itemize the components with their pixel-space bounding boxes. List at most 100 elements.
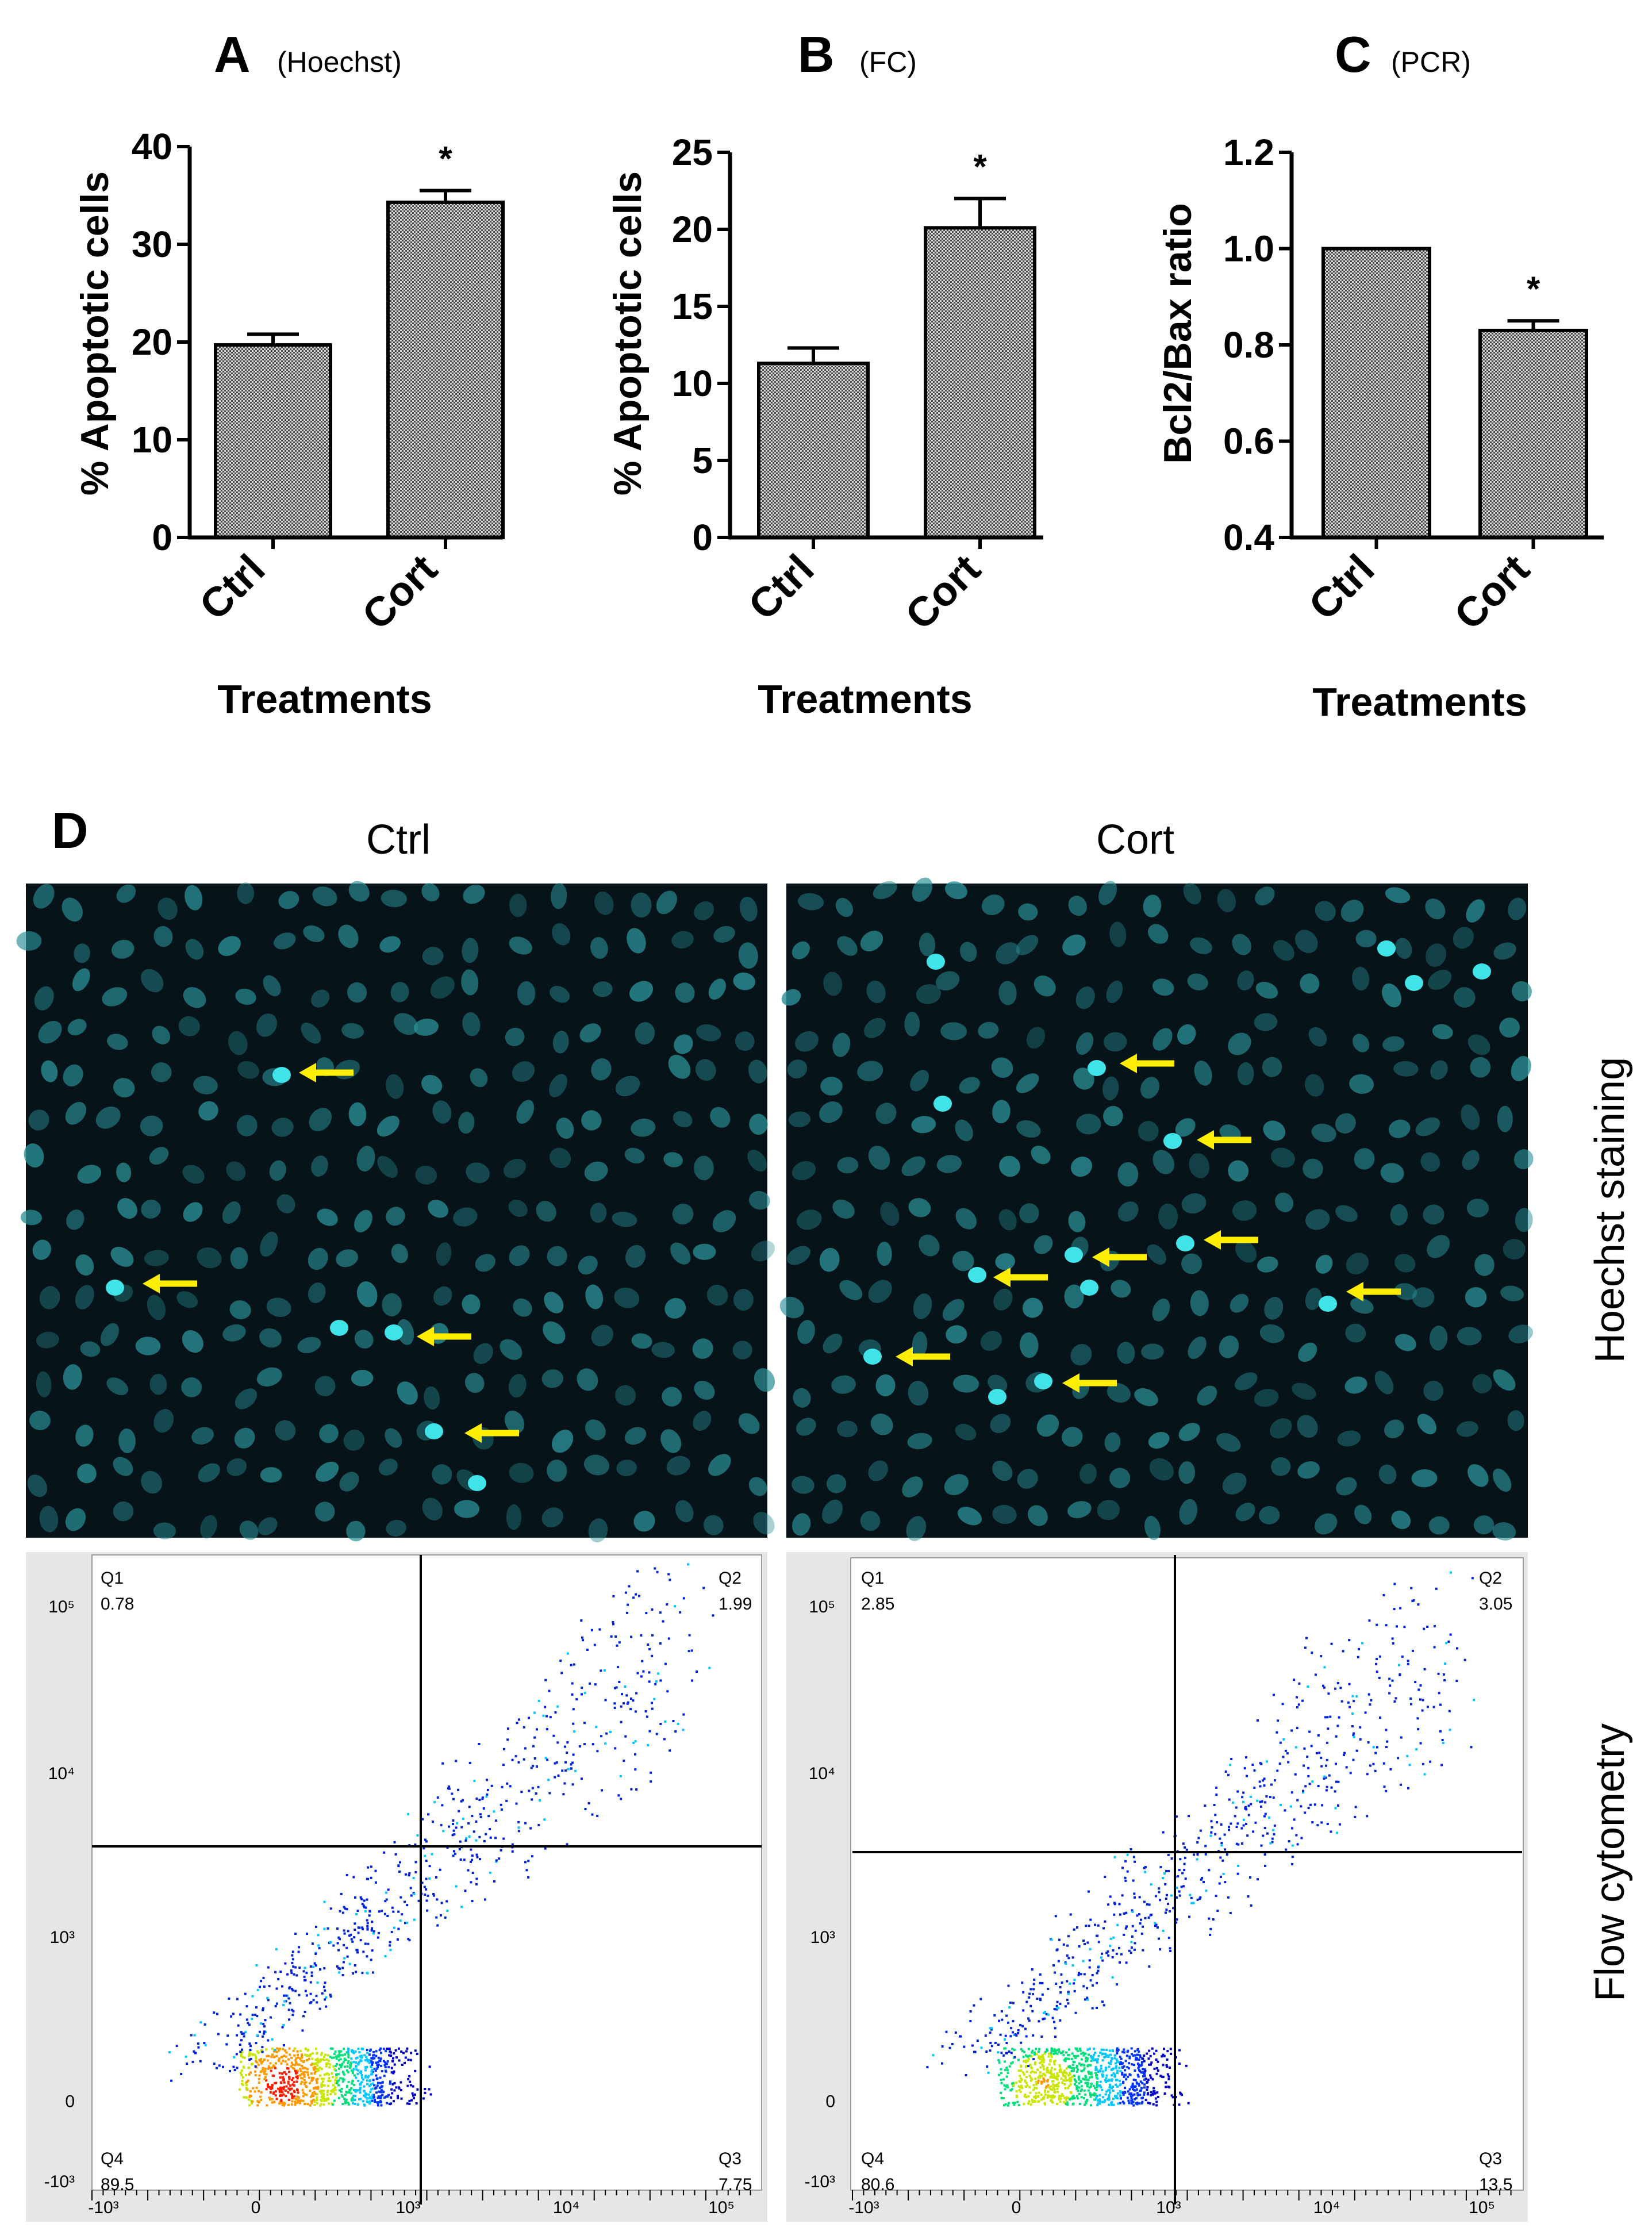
event-dot: [524, 1861, 527, 1864]
event-dot: [1300, 1805, 1303, 1808]
event-dot: [390, 1931, 393, 1933]
event-dot: [604, 1742, 607, 1745]
nucleus: [995, 1253, 1015, 1270]
event-dot: [959, 2035, 962, 2038]
event-dot: [455, 1885, 458, 1888]
event-dot: [376, 2064, 379, 2067]
event-dot: [1326, 1741, 1328, 1744]
event-dot: [350, 2098, 353, 2101]
event-dot: [458, 1810, 460, 1812]
event-dot: [1030, 2051, 1033, 2054]
nucleus: [795, 1031, 819, 1052]
event-dot: [302, 2071, 305, 2074]
event-dot: [1108, 2103, 1111, 2106]
event-dot: [340, 2090, 343, 2093]
event-dot: [1011, 2061, 1014, 2064]
event-dot: [258, 2030, 261, 2033]
event-dot: [506, 1782, 509, 1785]
nucleus: [797, 893, 824, 911]
event-dot: [1039, 1999, 1042, 2002]
event-dot: [486, 1779, 489, 1781]
event-dot: [481, 1798, 484, 1800]
event-dot: [314, 1953, 317, 1955]
event-dot: [294, 2064, 297, 2067]
event-dot: [1068, 2084, 1071, 2087]
event-dot: [1058, 2097, 1061, 2100]
nucleus: [1353, 1034, 1370, 1053]
apoptotic-nucleus: [468, 1475, 486, 1491]
event-dot: [368, 2080, 371, 2083]
event-dot: [1022, 2071, 1025, 2074]
event-dot: [1116, 2049, 1119, 2052]
event-dot: [1322, 1684, 1324, 1687]
event-dot: [1098, 2102, 1101, 2105]
event-dot: [1289, 1805, 1292, 1808]
event-dot: [1134, 1942, 1136, 1945]
event-dot: [545, 1728, 548, 1731]
nucleus: [1255, 981, 1278, 999]
event-dot: [229, 2069, 231, 2072]
event-dot: [1071, 2052, 1074, 2055]
event-dot: [333, 2087, 336, 2090]
event-dot: [1050, 2067, 1053, 2069]
event-dot: [297, 2099, 299, 2102]
event-dot: [342, 1961, 345, 1964]
event-dot: [390, 2096, 393, 2099]
event-dot: [1111, 2078, 1113, 2081]
event-dot: [1357, 1656, 1359, 1658]
event-dot: [458, 1848, 461, 1850]
nucleus: [185, 939, 204, 960]
event-dot: [367, 1942, 370, 1945]
ctrl-flow-plot-area: [91, 1554, 762, 2191]
event-dot: [475, 1877, 478, 1880]
event-dot: [320, 2103, 322, 2106]
event-dot: [601, 1789, 603, 1792]
event-dot: [1334, 1687, 1336, 1690]
event-dot: [1083, 1973, 1086, 1976]
event-dot: [1053, 2088, 1056, 2091]
event-dot: [468, 1761, 471, 1764]
nucleus: [74, 943, 90, 963]
event-dot: [566, 1741, 569, 1744]
nucleus: [116, 1162, 132, 1182]
event-dot: [353, 1936, 356, 1939]
event-dot: [1120, 2097, 1122, 2100]
event-dot: [524, 1747, 527, 1750]
event-dot: [1013, 2056, 1016, 2059]
event-dot: [339, 2064, 341, 2067]
nucleus: [1103, 1105, 1123, 1127]
event-dot: [332, 1944, 335, 1947]
event-dot: [1105, 2049, 1108, 2052]
event-dot: [1134, 2050, 1136, 2053]
nucleus: [276, 1194, 295, 1213]
event-dot: [640, 1634, 643, 1637]
event-dot: [337, 1967, 340, 1969]
y-tick-label: 10: [132, 419, 172, 460]
event-dot: [1385, 1789, 1388, 1792]
event-dot: [1296, 1696, 1298, 1699]
event-dot: [1353, 1735, 1355, 1738]
event-dot: [393, 2070, 395, 2073]
apoptotic-nucleus: [927, 954, 945, 970]
event-dot: [1055, 2085, 1058, 2088]
event-dot: [375, 2091, 378, 2094]
event-dot: [1108, 2086, 1111, 2088]
event-dot: [250, 2063, 253, 2066]
event-dot: [304, 2048, 307, 2050]
event-dot: [411, 2092, 414, 2095]
event-dot: [337, 2096, 340, 2099]
event-dot: [1130, 2102, 1133, 2105]
event-dot: [1407, 1660, 1409, 1662]
event-dot: [1048, 2095, 1051, 2098]
panel-b-ylabel: % Apoptotic cells: [606, 171, 650, 496]
nucleus: [1425, 898, 1446, 920]
event-dot: [1027, 2055, 1029, 2058]
nucleus: [873, 881, 897, 900]
event-dot: [1137, 2075, 1140, 2078]
event-dot: [371, 2070, 374, 2073]
flow-x-tick-label: 10⁵: [708, 2198, 735, 2217]
event-dot: [1066, 1999, 1069, 2002]
event-dot: [370, 2070, 373, 2073]
event-dot: [1023, 2095, 1026, 2098]
nucleus: [1264, 1297, 1284, 1320]
